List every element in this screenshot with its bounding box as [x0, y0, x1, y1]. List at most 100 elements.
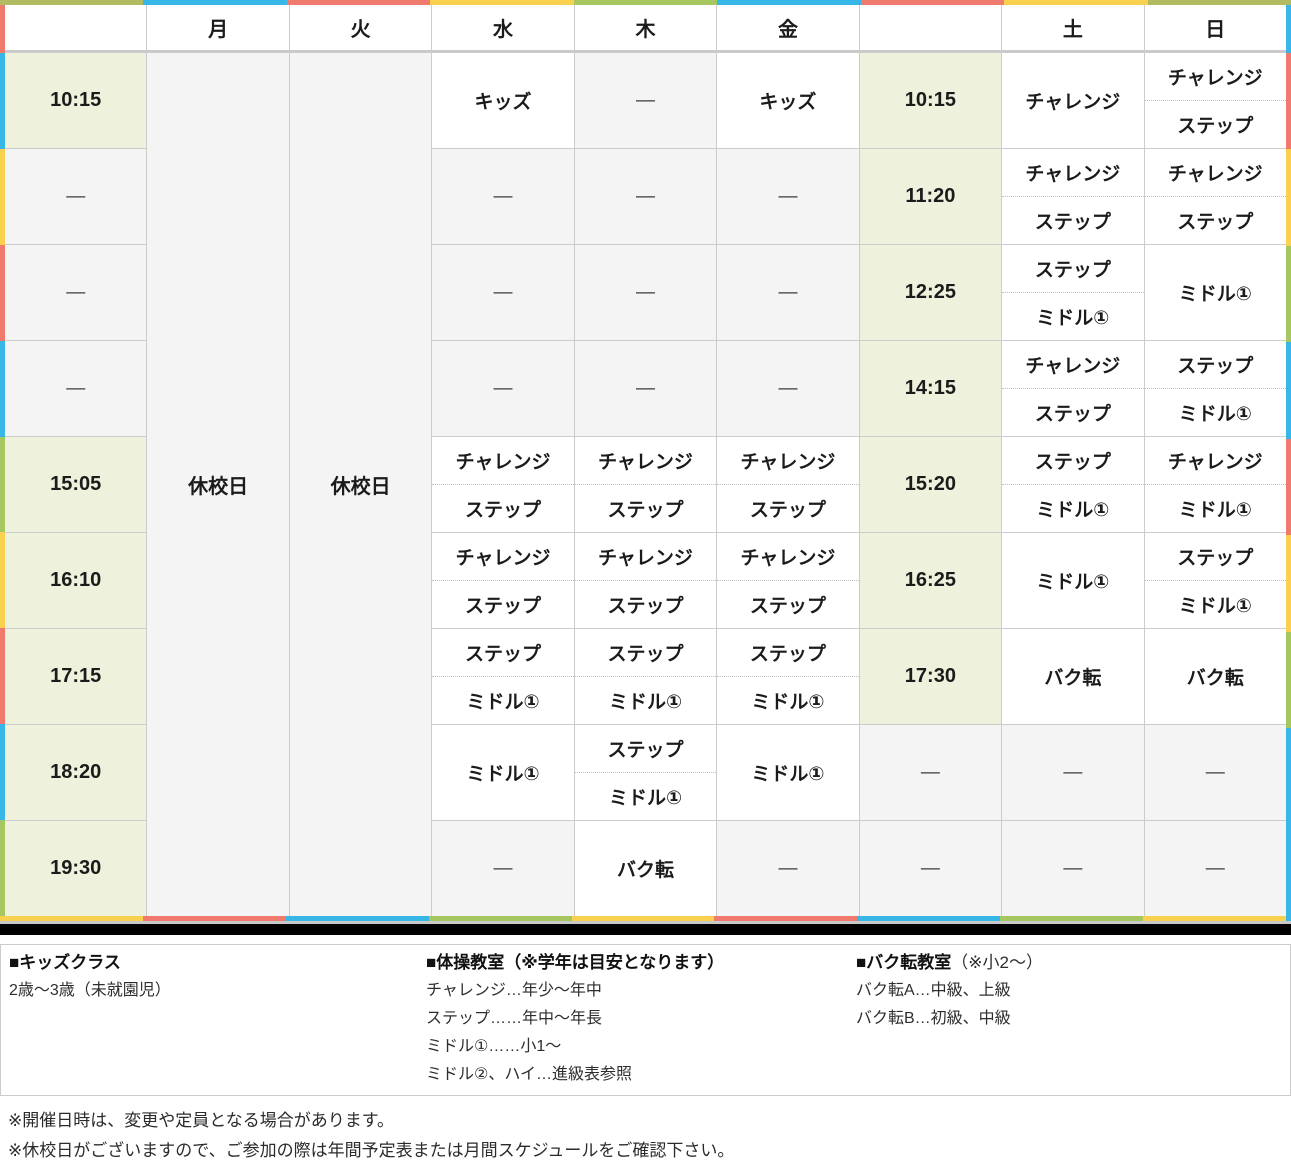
legend-line: チャレンジ…年少〜年中: [426, 982, 602, 999]
time-cell-wtime-r2: 11:20: [859, 149, 1002, 244]
class-slot: ステップ: [607, 740, 684, 761]
edge-segment-red: [860, 0, 1005, 5]
no-class-cell-thu-r3: —: [574, 245, 717, 340]
edge-segment-yellow: [1286, 535, 1291, 632]
class-cell-wed-r1: キッズ: [432, 53, 574, 148]
class-slot: ステップ: [1177, 356, 1254, 377]
legend-gymnastics-title: ■体操教室（※学年は目安となります）: [426, 949, 856, 977]
class-cell-sun-r5: チャレンジ ミドル①: [1144, 437, 1286, 532]
time-cell-wtime-r6: 16:25: [859, 533, 1002, 628]
class-slot: チャレンジ: [1025, 164, 1121, 185]
empty-header-time: [5, 5, 147, 52]
class-slot: ステップ: [1002, 196, 1144, 244]
time-cell-time-r1: 10:15: [5, 53, 147, 148]
legend-gymnastics-title-text: ■体操教室（※学年は目安となります）: [426, 953, 725, 972]
legend-backflip-title-suffix: （※小2〜）: [951, 953, 1043, 972]
edge-segment-blue: [857, 916, 1001, 921]
edge-segment-red: [714, 916, 858, 921]
edge-segment-red: [1286, 438, 1291, 536]
class-cell-sat-r7: バク転: [1002, 629, 1144, 724]
edge-segment-green: [0, 820, 5, 917]
edge-segment-yellow: [0, 916, 143, 921]
class-cell-sun-r3: ミドル①: [1144, 245, 1286, 340]
edge-segment-yellow: [1004, 0, 1148, 5]
class-cell-thu-r6: チャレンジ ステップ: [574, 533, 717, 628]
edge-segment-yellow: [571, 916, 715, 921]
note-schedule-change: ※開催日時は、変更や定員となる場合があります。: [8, 1111, 395, 1130]
class-slot: ステップ: [574, 580, 717, 628]
class-slot: チャレンジ: [455, 452, 551, 473]
legend-kids-title-text: ■キッズクラス: [9, 953, 121, 972]
edge-segment-green: [1286, 631, 1291, 729]
class-cell-sat-r4: チャレンジ ステップ: [1002, 341, 1144, 436]
class-slot: チャレンジ: [455, 548, 551, 569]
class-slot: チャレンジ: [740, 452, 836, 473]
legend-backflip-class: ■バク転教室（※小2〜） バク転A…中級、上級 バク転B…初級、中級: [856, 949, 1290, 1089]
legend-line: 2歳〜3歳（未就園児）: [9, 982, 171, 999]
class-slot: チャレンジ: [1025, 356, 1121, 377]
empty-time-cell-time-r3: —: [5, 245, 147, 340]
class-slot: チャレンジ: [1167, 164, 1263, 185]
class-cell-fri-r1: キッズ: [717, 53, 859, 148]
class-slot: ステップ: [465, 644, 542, 665]
closed-day-cell-mon: 休校日: [147, 53, 289, 916]
class-cell-thu-r8: ステップミドル①: [574, 725, 717, 820]
time-cell-wtime-r4: 14:15: [859, 341, 1002, 436]
empty-header-wtime: [859, 5, 1002, 52]
edge-segment-green: [1000, 916, 1144, 921]
class-cell-fri-r8: ミドル①: [717, 725, 859, 820]
class-slot: ステップ: [1177, 548, 1254, 569]
edge-segment-red: [1286, 53, 1291, 150]
edge-segment-blue: [1286, 824, 1291, 921]
class-slot: ステップ: [574, 484, 717, 532]
class-slot: ステップ: [1034, 452, 1111, 473]
no-class-cell-fri-r2: —: [717, 149, 859, 244]
time-cell-time-r8: 18:20: [5, 725, 147, 820]
timetable: 月火水木金土日休校日 休校日 10:15 キッズ — キッズ 10:15 チャレンジ チャレンジ…: [0, 0, 1291, 921]
no-class-cell-sat-r8: —: [1002, 725, 1144, 820]
decorative-top-edge: [0, 0, 1291, 5]
edge-segment-red: [142, 916, 286, 921]
time-cell-time-r5: 15:05: [5, 437, 147, 532]
decorative-bottom-edge: [0, 916, 1287, 921]
class-cell-sat-r6: ミドル①: [1002, 533, 1144, 628]
class-slot: ミドル①: [1144, 580, 1286, 628]
legend-kids-class: ■キッズクラス 2歳〜3歳（未就園児）: [1, 949, 426, 1089]
edge-segment-green: [1286, 245, 1291, 343]
class-slot: ミドル①: [574, 772, 717, 820]
class-slot: ミドル①: [1002, 292, 1144, 340]
time-cell-wtime-r7: 17:30: [859, 629, 1002, 724]
time-cell-time-r9: 19:30: [5, 821, 147, 916]
edge-segment-blue: [1286, 5, 1291, 53]
no-class-cell-thu-r1: —: [574, 53, 717, 148]
class-cell-thu-r9: バク転: [574, 821, 717, 916]
class-slot: ステップ: [1002, 388, 1144, 436]
legend-backflip-title: ■バク転教室（※小2〜）: [856, 949, 1290, 977]
class-slot: ミドル①: [574, 676, 717, 724]
edge-segment-blue: [285, 916, 429, 921]
edge-segment-blue: [143, 0, 287, 5]
day-header-fri: 金: [717, 5, 859, 52]
edge-segment-blue: [0, 724, 5, 821]
class-cell-fri-r6: チャレンジ ステップ: [717, 533, 859, 628]
edge-segment-red: [286, 0, 431, 5]
class-slot: ステップ: [432, 484, 574, 532]
edge-segment-yellow: [0, 148, 5, 245]
class-slot: ミドル①: [1144, 388, 1286, 436]
class-slot: チャレンジ: [598, 548, 693, 569]
legend-line: ミドル②、ハイ…進級表参照: [426, 1066, 633, 1083]
no-class-cell-wed-r4: —: [432, 341, 574, 436]
class-slot: ミドル①: [1144, 484, 1286, 532]
edge-segment-green: [428, 916, 572, 921]
class-cell-sun-r1: チャレンジ ステップ: [1144, 53, 1286, 148]
time-cell-wtime-r3: 12:25: [859, 245, 1002, 340]
no-class-cell-fri-r3: —: [717, 245, 859, 340]
edge-segment-blue: [1286, 728, 1291, 825]
legend-line: ミドル①……小1〜: [426, 1038, 562, 1055]
empty-time-cell-wtime-r8: —: [859, 725, 1002, 820]
edge-segment-green: [0, 436, 5, 533]
no-class-cell-thu-r2: —: [574, 149, 717, 244]
class-cell-wed-r6: チャレンジ ステップ: [432, 533, 574, 628]
class-slot: ステップ: [1144, 196, 1286, 244]
